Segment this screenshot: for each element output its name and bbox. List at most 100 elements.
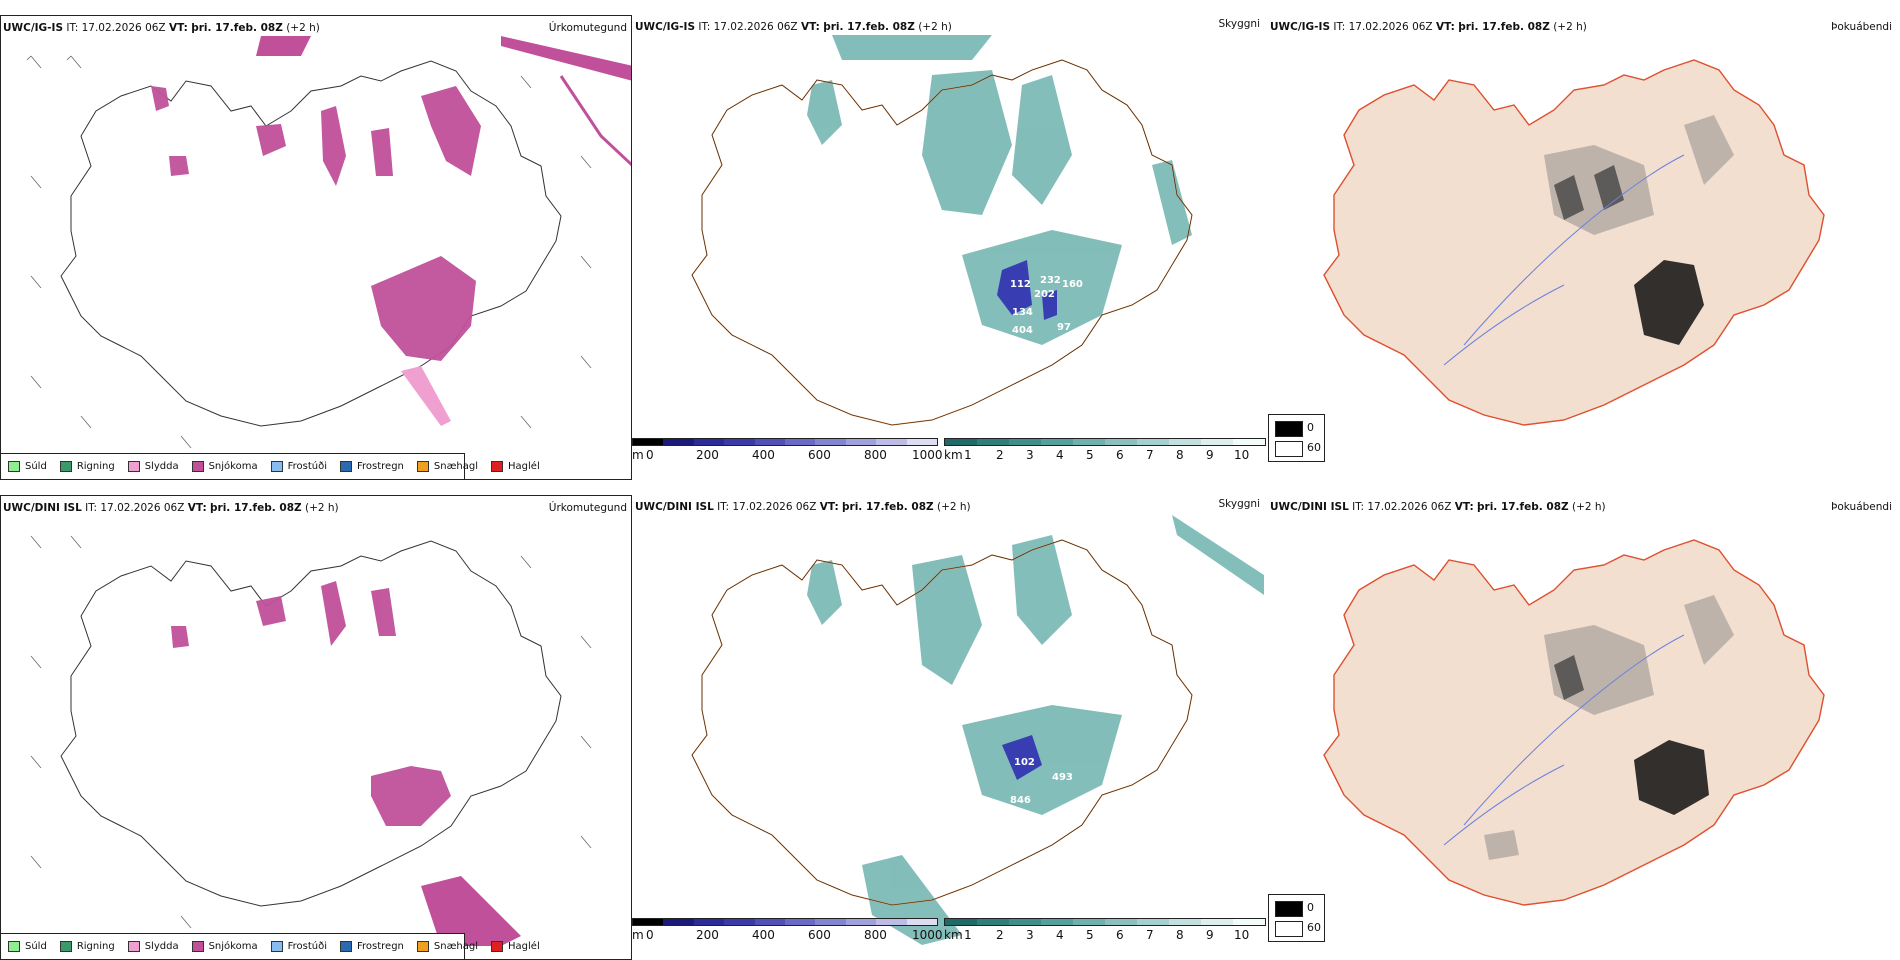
- cloud-number: 135: [1048, 687, 1069, 698]
- base-tick: 0: [646, 448, 654, 462]
- it-value: 17.02.2026 06Z: [81, 22, 166, 34]
- teal-areas: [807, 515, 1264, 945]
- visibility-panel-2: 315 820 135 102 493 846 87 UWC/DINI ISL …: [632, 495, 1264, 960]
- legend-label: Súld: [25, 461, 47, 472]
- vis-tick: 5: [1086, 448, 1094, 462]
- fog-panel-2: UWC/DINI ISL IT: 17.02.2026 06Z VT: þri.…: [1264, 495, 1896, 960]
- fog-legend-2: 0 60: [1268, 894, 1325, 942]
- panel-title: Skyggni: [1218, 18, 1261, 30]
- fog-map-1[interactable]: [1264, 15, 1896, 480]
- legend-item: Rigning: [59, 941, 115, 952]
- cloud-number: 820: [1040, 650, 1061, 661]
- cloud-number: 87: [1062, 805, 1076, 816]
- legend-swatch: [491, 941, 504, 952]
- legend-label: Rigning: [76, 461, 115, 472]
- legend-item: Slydda: [127, 941, 179, 952]
- it-value: 17.02.2026 06Z: [1367, 501, 1452, 513]
- vis-tick: 10: [1234, 928, 1250, 942]
- legend-swatch: [491, 461, 504, 472]
- panel-header: UWC/IG-IS IT: 17.02.2026 06Z VT: þri. 17…: [1270, 21, 1587, 33]
- vis-scale-bar: [944, 918, 1266, 926]
- legend-item: Rigning: [59, 461, 115, 472]
- legend-label: Haglél: [508, 941, 540, 952]
- vis-scale-bar: [944, 438, 1266, 446]
- legend-swatch: [59, 941, 72, 952]
- legend-item: Frostregn: [340, 461, 404, 472]
- legend-swatch: [270, 461, 283, 472]
- cloud-number: 102: [1014, 757, 1035, 768]
- legend-label: Snjókoma: [208, 941, 258, 952]
- vis-tick: 6: [1116, 928, 1124, 942]
- offset: (+2 h): [936, 501, 971, 513]
- fog-grey-areas: [1544, 115, 1734, 235]
- legend-label: Snæhagl: [433, 461, 479, 472]
- legend-swatch: [8, 461, 20, 472]
- it-value: 17.02.2026 06Z: [732, 501, 817, 513]
- base-tick: 800: [864, 928, 887, 942]
- legend-swatch: [416, 941, 429, 952]
- cloud-number: 476: [1142, 262, 1163, 273]
- wind-barbs: [30, 535, 592, 929]
- pink-stripes-top: [256, 36, 311, 56]
- it-label: IT:: [1333, 21, 1346, 33]
- fog-swatch-high: [1275, 901, 1303, 917]
- snow-band-east: [559, 75, 631, 167]
- base-tick: 800: [864, 448, 887, 462]
- it-value: 17.02.2026 06Z: [100, 502, 185, 514]
- base-scale-2: m 0 200 400 600 800 1000: [632, 918, 943, 944]
- cloud-number: 98: [1062, 337, 1076, 348]
- vt-value: þri. 17.feb. 08Z: [1477, 501, 1569, 513]
- base-tick: 600: [808, 448, 831, 462]
- cloud-number: 404: [1012, 325, 1033, 336]
- base-tick: 1000: [912, 928, 943, 942]
- legend-item: Snjókoma: [191, 941, 258, 952]
- model-name: UWC/IG-IS: [635, 21, 696, 33]
- vis-tick: 3: [1026, 448, 1034, 462]
- legend-label: Snæhagl: [433, 941, 479, 952]
- cloud-number: 160: [1062, 279, 1083, 290]
- legend-item: Snjókoma: [191, 461, 258, 472]
- offset: (+2 h): [918, 21, 952, 33]
- base-tick: 400: [752, 928, 775, 942]
- cloud-number: 112: [1010, 279, 1031, 290]
- precip-map-1[interactable]: [1, 16, 632, 480]
- visibility-map-2[interactable]: 315 820 135 102 493 846 87: [632, 495, 1264, 945]
- legend-label: Frostúði: [287, 461, 327, 472]
- precip-type-panel-1: UWC/IG-IS IT: 17.02.2026 06Z VT: þri. 17…: [0, 15, 632, 480]
- visibility-map-1[interactable]: 745 992 112 232 160 202 134 404 97 98 47…: [632, 15, 1264, 480]
- snow-band-south: [421, 876, 521, 946]
- vis-tick: 2: [996, 928, 1004, 942]
- legend-swatch: [340, 941, 352, 952]
- cloud-number: 745: [998, 185, 1019, 196]
- legend-label: Súld: [25, 941, 47, 952]
- panel-title: Úrkomutegund: [548, 22, 627, 34]
- fog-swatch-low: [1275, 921, 1303, 937]
- panel-header: UWC/DINI ISL IT: 17.02.2026 06Z VT: þri.…: [635, 501, 971, 513]
- vis-tick: 1: [964, 448, 972, 462]
- precip-map-2[interactable]: [1, 496, 632, 946]
- vis-tick: 3: [1026, 928, 1034, 942]
- base-unit: m: [632, 928, 644, 942]
- vis-tick: 1: [964, 928, 972, 942]
- fog-map-2[interactable]: [1264, 495, 1896, 945]
- legend-swatch: [416, 461, 429, 472]
- it-label: IT:: [717, 501, 730, 513]
- panel-header: UWC/DINI ISL IT: 17.02.2026 06Z VT: þri.…: [1270, 501, 1606, 513]
- it-label: IT:: [698, 21, 711, 33]
- sleet-band: [401, 366, 451, 426]
- panel-title: Skyggni: [1218, 498, 1261, 510]
- cloud-number-labels: 315 820 135 102 493 846 87: [992, 650, 1076, 816]
- vis-tick: 5: [1086, 928, 1094, 942]
- vis-tick: 6: [1116, 448, 1124, 462]
- vis-tick: 7: [1146, 448, 1154, 462]
- legend-label: Slydda: [144, 941, 179, 952]
- panel-header: UWC/IG-IS IT: 17.02.2026 06Z VT: þri. 17…: [635, 21, 952, 33]
- fog-legend-high: 0: [1307, 901, 1314, 914]
- teal-areas: [807, 35, 1192, 345]
- vt-value: þri. 17.feb. 08Z: [210, 502, 302, 514]
- panel-title: Úrkomutegund: [548, 502, 627, 514]
- vt-label: VT:: [168, 22, 188, 34]
- model-name: UWC/DINI ISL: [3, 502, 82, 514]
- vis-tick: 9: [1206, 448, 1214, 462]
- vis-scale-2: km 1 2 3 4 5 6 7 8 9 10: [944, 918, 1266, 944]
